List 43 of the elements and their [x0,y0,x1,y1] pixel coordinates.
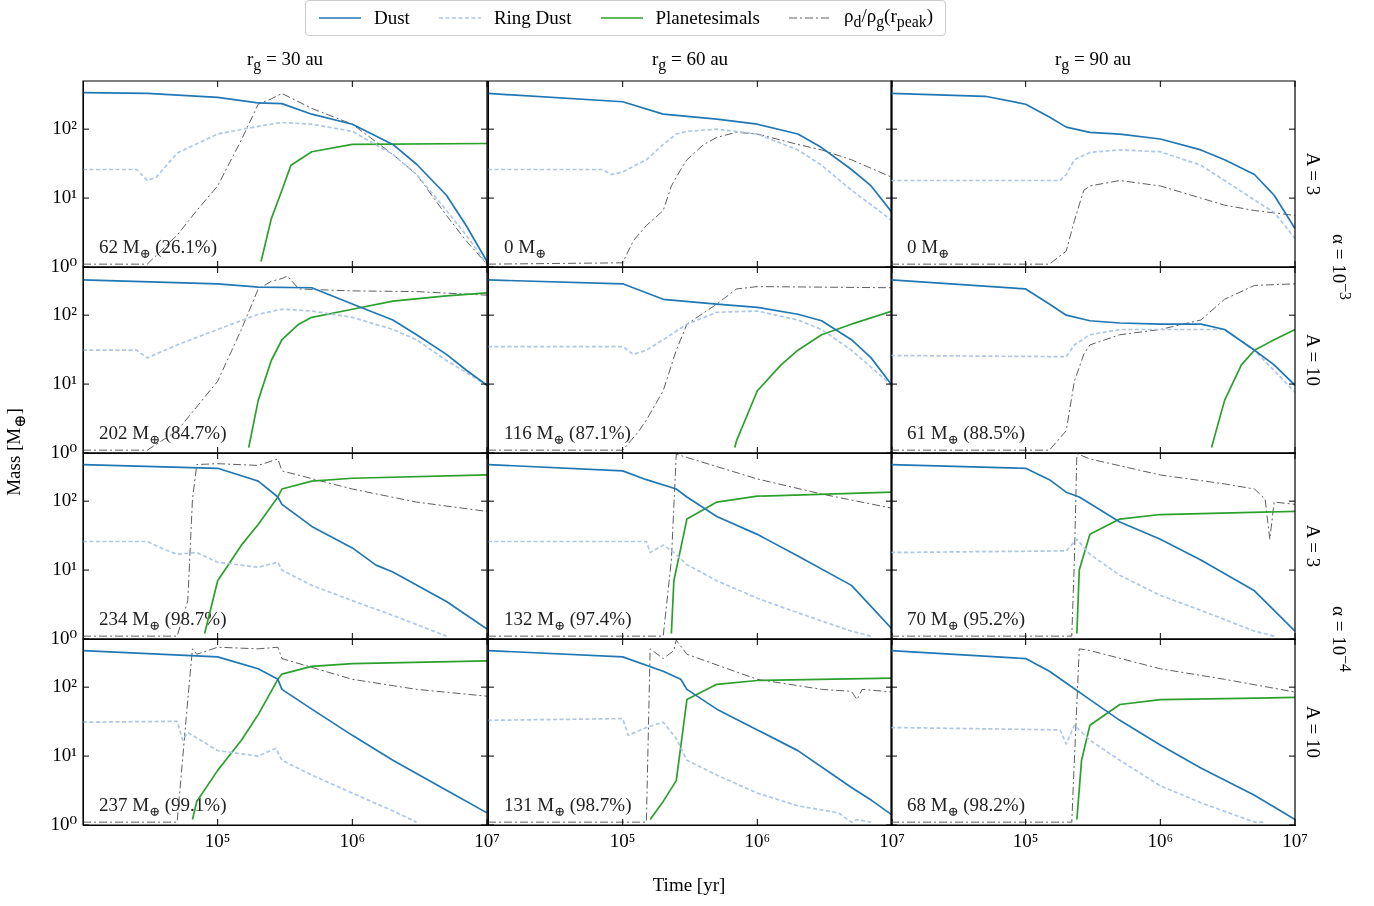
annotation: 202 M⊕ (84.7%) [99,422,227,448]
annotation: 0 M⊕ [907,236,950,262]
x-tick-label: 10⁵ [204,830,231,852]
x-axis-title: Time [yr] [652,874,726,896]
chart-title: r$_{g}$ = 90 au [1054,48,1132,74]
annotation: 116 M⊕ (87.1%) [504,422,631,448]
y-tick-label: 10¹ [52,744,78,766]
x-tick-label: 10⁷ [1282,830,1308,852]
x-tick-label: 10⁷ [474,830,500,852]
y-tick-label: 10² [52,489,78,511]
chart-title: r$_{g}$ = 30 au [246,48,324,74]
y2-axis-title: A = 3 [1302,152,1324,196]
y-tick-label: 10⁰ [50,440,78,462]
x-tick-label: 10⁶ [744,830,771,852]
y-tick-label: 10¹ [52,186,78,208]
annotation: 132 M⊕ (97.4%) [504,608,632,634]
annotation: 131 M⊕ (98.7%) [504,794,632,820]
legend-label: Dust [374,6,410,29]
y-tick-label: 10¹ [52,372,78,394]
y-tick-label: 10⁰ [50,254,78,276]
legend-label: Planetesimals [655,6,760,29]
y-tick-label: 10⁰ [50,812,78,834]
annotation: 61 M⊕ (88.5%) [907,422,1026,448]
y2-axis-title: A = 3 [1302,524,1324,568]
y-tick-label: 10¹ [52,558,78,580]
chart-title: r$_{g}$ = 60 au [651,48,729,74]
x-tick-label: 10⁶ [1147,830,1174,852]
annotation: 68 M⊕ (98.2%) [907,794,1026,820]
y-tick-label: 10² [52,303,78,325]
y-tick-label: 10² [52,675,78,697]
y-tick-label: 10² [52,117,78,139]
y2-axis-title: A = 10 [1302,334,1324,386]
y-tick-label: 10⁰ [50,626,78,648]
annotation: 70 M⊕ (95.2%) [907,608,1026,634]
x-tick-label: 10⁵ [1012,830,1039,852]
y2-axis-title: A = 10 [1302,706,1324,758]
legend-label: ρ$_{d}$/ρ$_{g}$(r$_{peak}$) [844,5,933,31]
x-tick-label: 10⁷ [879,830,905,852]
annotation: 0 M⊕ [504,236,547,262]
x-tick-label: 10⁶ [339,830,366,852]
x-tick-label: 10⁵ [609,830,636,852]
annotation: 62 M⊕ (26.1%) [99,236,218,262]
legend-label: Ring Dust [493,6,572,29]
